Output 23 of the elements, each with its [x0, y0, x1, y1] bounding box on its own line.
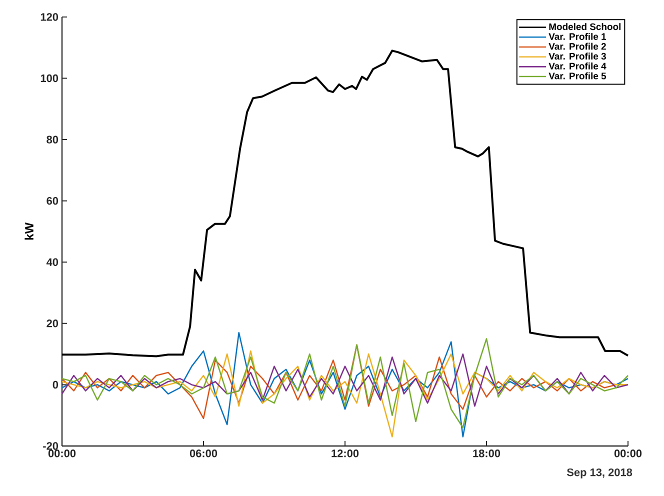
legend-label: Var. Profile 3	[548, 52, 606, 60]
legend-label: Var. Profile 1	[548, 32, 606, 40]
y-tick-label: 20	[46, 320, 58, 328]
x-tick-label: 00:00	[614, 450, 642, 458]
legend-label: Modeled School	[549, 23, 621, 30]
y-tick-label: 100	[40, 74, 58, 82]
line-series	[61, 353, 629, 407]
text: Sep 13, 2018	[566, 468, 632, 478]
y-tick-label: 0	[52, 380, 58, 389]
y-tick-label: 80	[46, 136, 58, 144]
y-tick-label: -20	[43, 442, 58, 450]
x-tick-label: 18:00	[473, 450, 500, 458]
legend-label: Var. Profile 4	[548, 62, 606, 70]
y-tick-label: 120	[40, 13, 58, 21]
line-series	[61, 350, 629, 438]
legend-label: Var. Profile 5	[548, 72, 606, 80]
y-tick-label: 40	[46, 258, 58, 266]
legend-label: Var. Profile 2	[548, 42, 606, 50]
y-axis-title: kW	[24, 222, 34, 240]
x-tick-label: 00:00	[48, 450, 76, 458]
x-tick-label: 12:00	[332, 450, 359, 458]
y-tick-label: 60	[46, 196, 58, 205]
x-tick-label: 06:00	[190, 450, 218, 458]
